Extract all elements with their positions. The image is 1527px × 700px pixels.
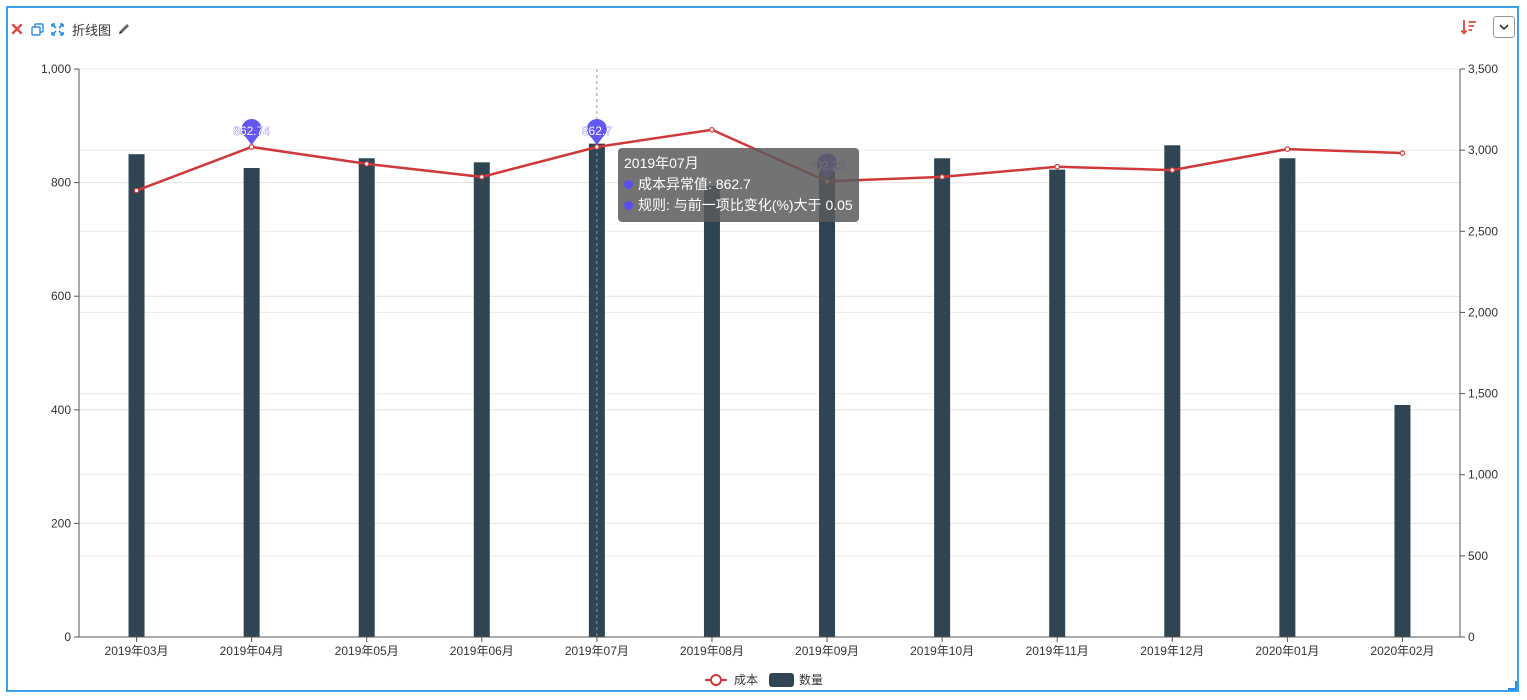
tooltip-dot <box>624 180 633 189</box>
tooltip: 2019年07月 成本异常值: 862.7 规则: 与前一项比变化(%)大于 0… <box>618 148 859 222</box>
fullscreen-icon[interactable] <box>50 22 64 36</box>
panel-toolbar: 折线图 <box>10 18 131 40</box>
chart-panel <box>6 6 1519 692</box>
tooltip-rule: 规则: 与前一项比变化(%)大于 0.05 <box>638 197 853 213</box>
close-icon[interactable] <box>10 22 24 36</box>
edit-pencil-icon[interactable] <box>117 22 131 36</box>
chevron-down-icon[interactable] <box>1493 16 1515 38</box>
chart-title: 折线图 <box>72 23 112 39</box>
resize-handle-icon[interactable] <box>1507 680 1517 690</box>
tooltip-value: 成本异常值: 862.7 <box>638 176 751 192</box>
copy-icon[interactable] <box>30 22 44 36</box>
tooltip-header: 2019年07月 <box>624 155 699 171</box>
sort-icon[interactable] <box>1459 17 1479 37</box>
tooltip-row: 成本异常值: 862.7 <box>624 174 853 195</box>
tooltip-dot <box>624 201 633 210</box>
panel-right-tools <box>1459 16 1515 38</box>
tooltip-row: 规则: 与前一项比变化(%)大于 0.05 <box>624 195 853 216</box>
